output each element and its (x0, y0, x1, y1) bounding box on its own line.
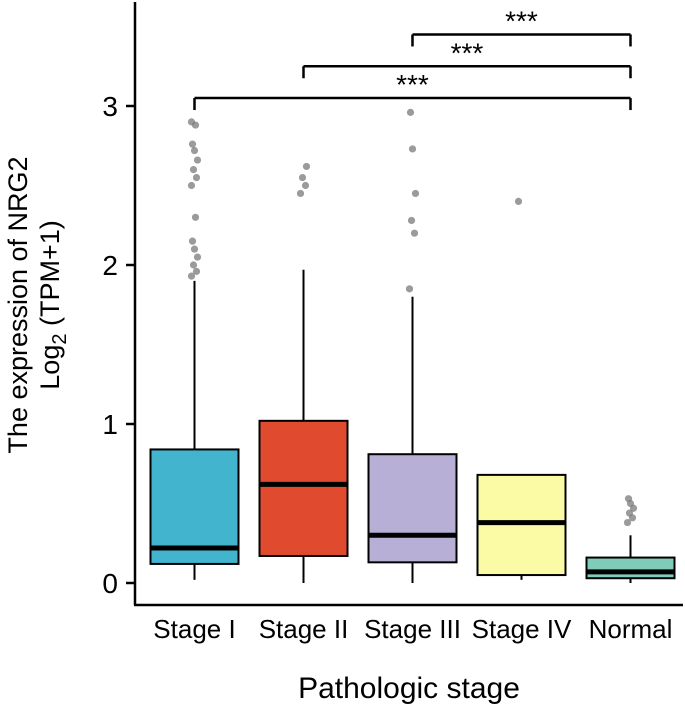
outlier-point (193, 156, 202, 164)
significance-stars: *** (396, 69, 429, 100)
outlier-point (187, 118, 196, 126)
outlier-point (625, 509, 634, 517)
y-axis-title-line2: Log2 (TPM+1) (35, 220, 71, 389)
boxplot-stage-iv: Stage IV (472, 197, 572, 644)
box (585, 556, 676, 580)
outlier-point (187, 181, 196, 190)
outlier-point (188, 237, 197, 245)
y-tick-label: 2 (102, 250, 118, 281)
y-tick-label: 0 (102, 568, 118, 599)
y-axis-title-line1: The expression of NRG2 (3, 156, 33, 453)
significance-bracket-1: *** (193, 69, 632, 111)
y-axis-title: The expression of NRG2 Log2 (TPM+1) (3, 156, 71, 453)
outlier-point (623, 518, 632, 527)
significance-bracket-3: *** (411, 5, 632, 47)
outlier-point (189, 261, 198, 269)
outlier-point (410, 229, 419, 237)
y-tick-label: 1 (102, 409, 118, 440)
x-axis-title: Pathologic stage (298, 672, 520, 705)
outlier-point (193, 253, 202, 261)
x-tick-label-stage-iv: Stage IV (472, 614, 572, 644)
y-tick-label: 3 (102, 91, 118, 122)
box (367, 453, 458, 564)
significance-stars: *** (451, 37, 484, 68)
boxplot-stage-i: Stage I (149, 118, 240, 644)
outlier-point (302, 162, 311, 171)
outlier-point (301, 181, 310, 190)
boxplot-stage-ii: Stage II (258, 162, 349, 644)
box (149, 448, 240, 565)
outlier-point (514, 197, 523, 205)
outlier-point (191, 213, 200, 221)
x-tick-label-stage-i: Stage I (153, 614, 235, 644)
x-tick-label-normal: Normal (589, 614, 673, 644)
x-tick-label-stage-ii: Stage II (259, 614, 349, 644)
significance-bracket-2: *** (302, 37, 632, 79)
outlier-point (411, 189, 420, 198)
outlier-point (407, 216, 416, 225)
outlier-point (408, 145, 417, 153)
y-ticks: 0 1 2 3 (102, 91, 135, 599)
axes (133, 2, 683, 607)
outlier-point (624, 495, 633, 503)
outlier-point (296, 189, 305, 198)
outlier-point (406, 108, 415, 116)
box (258, 419, 349, 557)
outlier-point (298, 173, 307, 182)
x-tick-label-stage-iii: Stage III (364, 614, 461, 644)
outlier-point (190, 245, 199, 253)
outlier-point (192, 173, 201, 182)
boxplot-normal: Normal (585, 495, 676, 644)
outlier-point (188, 140, 197, 148)
outlier-point (190, 146, 199, 155)
significance-stars: *** (505, 5, 538, 36)
outlier-point (187, 272, 196, 280)
outlier-point (189, 166, 198, 174)
outlier-point (192, 267, 201, 275)
outlier-point (405, 285, 414, 293)
boxplot-stage-iii: Stage III (364, 108, 461, 644)
